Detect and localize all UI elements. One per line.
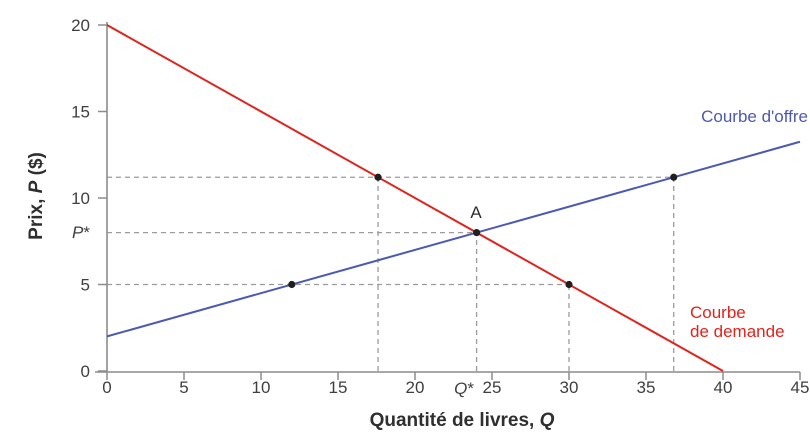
y-tick-label: 20 [71, 16, 90, 35]
p-star-var: P [72, 223, 84, 242]
x-axis-title-pre: Quantité de livres, [369, 410, 540, 431]
y-axis-title-pre: Prix, [26, 193, 47, 240]
x-tick-label: 20 [406, 378, 425, 397]
x-tick-label: 0 [102, 378, 111, 397]
supply-curve [106, 140, 801, 338]
demand-curve-label-line1: Courbe [690, 303, 746, 322]
equilibrium-price-axis-label: P* [72, 223, 90, 243]
data-point-demand [374, 173, 382, 181]
x-tick-label: 15 [329, 378, 348, 397]
demand-curve [106, 24, 724, 372]
data-point-supply [670, 173, 678, 181]
x-tick-label: 5 [179, 378, 188, 397]
data-point-demand [565, 280, 573, 289]
x-tick-label: 40 [714, 378, 733, 397]
data-point-supply [288, 280, 296, 289]
x-tick-label: 25 [483, 378, 502, 397]
x-tick-label: 10 [252, 378, 271, 397]
q-star-asterisk: * [467, 379, 474, 398]
demand-curve-label: Courbe de demande [690, 303, 785, 341]
x-axis-title: Quantité de livres, Q [370, 410, 555, 432]
x-axis-title-var: Q [539, 410, 555, 431]
data-point-equilibrium [473, 229, 481, 237]
y-tick-label: 5 [81, 276, 90, 295]
y-axis-title: Prix, P ($) [26, 152, 48, 240]
supply-curve-label: Courbe d'offre [701, 107, 808, 126]
equilibrium-point-label: A [470, 203, 482, 222]
y-axis-title-var: P [26, 180, 47, 194]
y-tick-label: 10 [71, 189, 90, 208]
y-axis-title-post: ($) [26, 152, 47, 181]
x-tick-label: 35 [637, 378, 656, 397]
q-star-var: Q [454, 379, 468, 398]
y-tick-label: 0 [81, 362, 90, 381]
demand-curve-label-line2: de demande [690, 322, 785, 341]
y-tick-label: 15 [71, 103, 90, 122]
x-tick-label: 30 [560, 378, 579, 397]
x-tick-label: 45 [791, 378, 810, 397]
equilibrium-quantity-axis-label: Q* [454, 379, 474, 399]
p-star-asterisk: * [83, 223, 90, 242]
